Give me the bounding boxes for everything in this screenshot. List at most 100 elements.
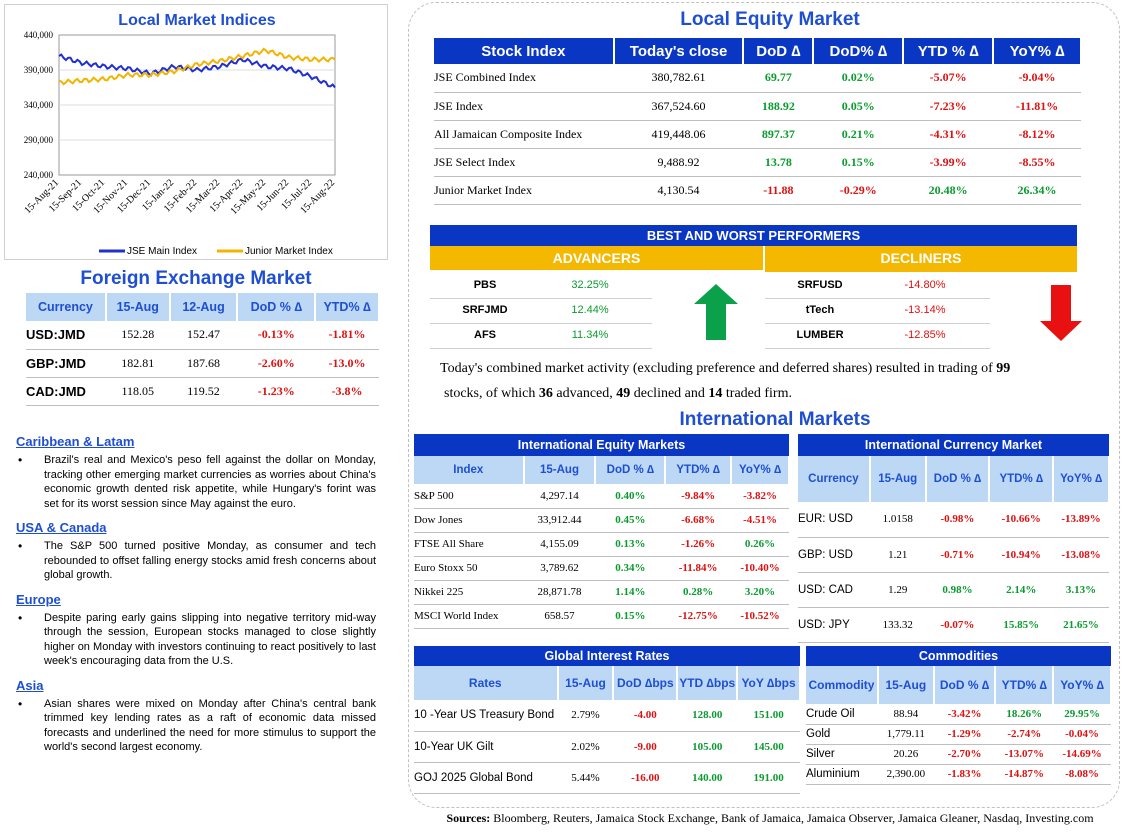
down-arrow-icon [1040, 285, 1082, 341]
column-header: 15-Aug [869, 456, 927, 502]
column-header: YoY% ∆ [731, 456, 790, 484]
column-header: DoD ∆bps [613, 666, 679, 700]
column-header: Commodity [806, 666, 879, 704]
performer-row: SRFJMD 12.44% [430, 299, 652, 324]
table-row: Aluminium 2,390.00 -1.83% -14.87% -8.08% [806, 764, 1111, 785]
column-header: Currency [798, 456, 871, 502]
y-tick-label: 390,000 [24, 65, 54, 75]
news-heading: Asia [16, 677, 44, 693]
intl-title: International Markets [679, 409, 871, 430]
advancers-list: PBS 32.25% SRFJMD 12.44% AFS 11.34% [430, 274, 652, 349]
table-row: GBP: USD 1.21 -0.71% -10.94% -13.08% [798, 537, 1109, 573]
legend-label: Junior Market Index [245, 246, 333, 257]
column-header: DoD% ∆ [813, 38, 905, 64]
column-header: DoD % ∆ [925, 456, 991, 502]
up-arrow-icon [694, 284, 738, 340]
news-block: Europe Despite paring early gains slippin… [16, 592, 376, 669]
column-header: YTD% ∆ [989, 456, 1055, 502]
news-block: Caribbean & Latam Brazil's real and Mexic… [16, 434, 376, 511]
table-row: Junior Market Index 4,130.54 -11.88 -0.29% 2… [434, 176, 1081, 205]
table-row: 10 -Year US Treasury Bond 2.79% -4.00 128.0… [414, 700, 800, 732]
commodities-table: Commodities Commodity 15-Aug DoD % ∆ YTD% ∆ Y… [806, 646, 1112, 785]
fx-table: Currency 15-Aug 12-Aug DoD % ∆ YTD% ∆ USD:JMD… [26, 293, 380, 406]
performers-title: BEST AND WORST PERFORMERS [430, 225, 1077, 246]
column-header: DoD % ∆ [237, 293, 317, 321]
chart-title: Local Market Indices [118, 12, 276, 29]
table-row: JSE Index 367,524.60 188.92 0.05% -7.23% -11.… [434, 92, 1081, 121]
table-row: EUR: USD 1.0158 -0.98% -10.66% -13.89% [798, 502, 1109, 538]
performer-row: SRFUSD -14.80% [765, 274, 990, 299]
series-line-1 [58, 47, 336, 86]
table-row: S&P 500 4,297.14 0.40% -9.84% -3.82% [414, 484, 789, 509]
news-text: The S&P 500 turned positive Monday, as c… [16, 539, 376, 583]
table-row: JSE Combined Index 380,782.61 69.77 0.02% -5… [434, 64, 1081, 93]
news-block: USA & Canada The S&P 500 turned positive … [16, 520, 376, 583]
legend-label: JSE Main Index [127, 246, 197, 257]
table-row: Crude Oil 88.94 -3.42% 18.26% 29.95% [806, 704, 1111, 725]
column-header: DoD % ∆ [595, 456, 667, 484]
column-header: YTD ∆bps [677, 666, 739, 700]
column-header: YTD% ∆ [995, 666, 1055, 704]
column-header: Rates [414, 666, 559, 700]
table-row: Gold 1,779.11 -1.29% -2.74% -0.04% [806, 724, 1111, 745]
column-header: YTD % ∆ [903, 38, 995, 64]
right-panel [408, 2, 1120, 808]
performer-row: PBS 32.25% [430, 274, 652, 299]
news-heading: Caribbean & Latam [16, 434, 135, 449]
column-header: DoD % ∆ [933, 666, 997, 704]
news-block: Asia Asian shares were mixed on Monday af… [16, 678, 376, 755]
column-header: YoY% ∆ [1053, 456, 1110, 502]
table-title: Commodities [806, 646, 1111, 666]
column-header: 15-Aug [523, 456, 597, 484]
intl-equity-table: International Equity Markets Index 15-Aug D… [414, 434, 790, 629]
table-row: CAD:JMD 118.05 119.52 -1.23% -3.8% [26, 377, 379, 406]
y-tick-label: 440,000 [24, 30, 54, 40]
decliners-list: SRFUSD -14.80% tTech -13.14% LUMBER -12.85% [765, 274, 990, 349]
news-text: Asian shares were mixed on Monday after … [16, 697, 376, 755]
table-row: MSCI World Index 658.57 0.15% -12.75% -10.52… [414, 604, 789, 629]
table-row: USD: CAD 1.29 0.98% 2.14% 3.13% [798, 572, 1109, 608]
column-header: YoY% ∆ [1053, 666, 1112, 704]
advancers-band: ADVANCERS [430, 246, 763, 272]
intl-currency-table: International Currency Market Currency 15-… [798, 434, 1110, 643]
indices-line-chart: 440,000390,000340,000290,000240,00015-Au… [22, 30, 337, 257]
market-summary: Today's combined market activity (exclud… [440, 361, 1011, 401]
column-header: 15-Aug [557, 666, 615, 700]
series-line-0 [58, 53, 336, 89]
indices-chart-panel: Local Market Indices 440,000 390,000 340,0… [4, 4, 388, 260]
performer-row: LUMBER -12.85% [765, 324, 990, 349]
table-row: FTSE All Share 4,155.09 0.13% -1.26% 0.26% [414, 532, 789, 557]
news-heading: Europe [16, 591, 61, 607]
news-text: Despite paring early gains slipping into… [16, 611, 376, 669]
rates-table: Global Interest Rates Rates 15-Aug DoD ∆bps… [414, 646, 801, 794]
column-header: DoD ∆ [743, 38, 815, 64]
news-section: Caribbean & Latam Brazil's real and Mexic… [16, 434, 376, 764]
local-equity-table: Stock Index Today's close DoD ∆ DoD% ∆ YTD %… [434, 38, 1082, 205]
table-row: Dow Jones 33,912.44 0.45% -6.68% -4.51% [414, 508, 789, 533]
y-tick-label: 240,000 [24, 170, 54, 180]
column-header: 15-Aug [105, 293, 171, 321]
y-tick-label: 290,000 [24, 135, 54, 145]
column-header: Today's close [613, 38, 745, 64]
table-row: Nikkei 225 28,871.78 1.14% 0.28% 3.20% [414, 580, 789, 605]
table-row: USD:JMD 152.28 152.47 -0.13% -1.81% [26, 321, 379, 350]
table-row: 10-Year UK Gilt 2.02% -9.00 105.00 145.00 [414, 731, 800, 763]
table-row: USD: JPY 133.32 -0.07% 15.85% 21.65% [798, 607, 1109, 643]
table-row: Silver 20.26 -2.70% -13.07% -14.69% [806, 744, 1111, 765]
table-row: GOJ 2025 Global Bond 5.44% -16.00 140.00 191… [414, 762, 800, 794]
table-row: JSE Select Index 9,488.92 13.78 0.15% -3.99%… [434, 148, 1081, 177]
column-header: YTD% ∆ [315, 293, 380, 321]
column-header: Index [414, 456, 525, 484]
table-row: GBP:JMD 182.81 187.68 -2.60% -13.0% [26, 349, 379, 378]
column-header: YoY ∆bps [737, 666, 801, 700]
column-header: Stock Index [434, 38, 615, 64]
y-tick-label: 340,000 [24, 100, 54, 110]
performer-row: tTech -13.14% [765, 299, 990, 324]
column-header: 12-Aug [169, 293, 239, 321]
table-title: International Equity Markets [414, 434, 789, 456]
column-header: Currency [26, 293, 107, 321]
table-row: All Jamaican Composite Index 419,448.06 89… [434, 120, 1081, 149]
column-header: YTD% ∆ [665, 456, 733, 484]
column-header: 15-Aug [877, 666, 935, 704]
performer-row: AFS 11.34% [430, 324, 652, 349]
